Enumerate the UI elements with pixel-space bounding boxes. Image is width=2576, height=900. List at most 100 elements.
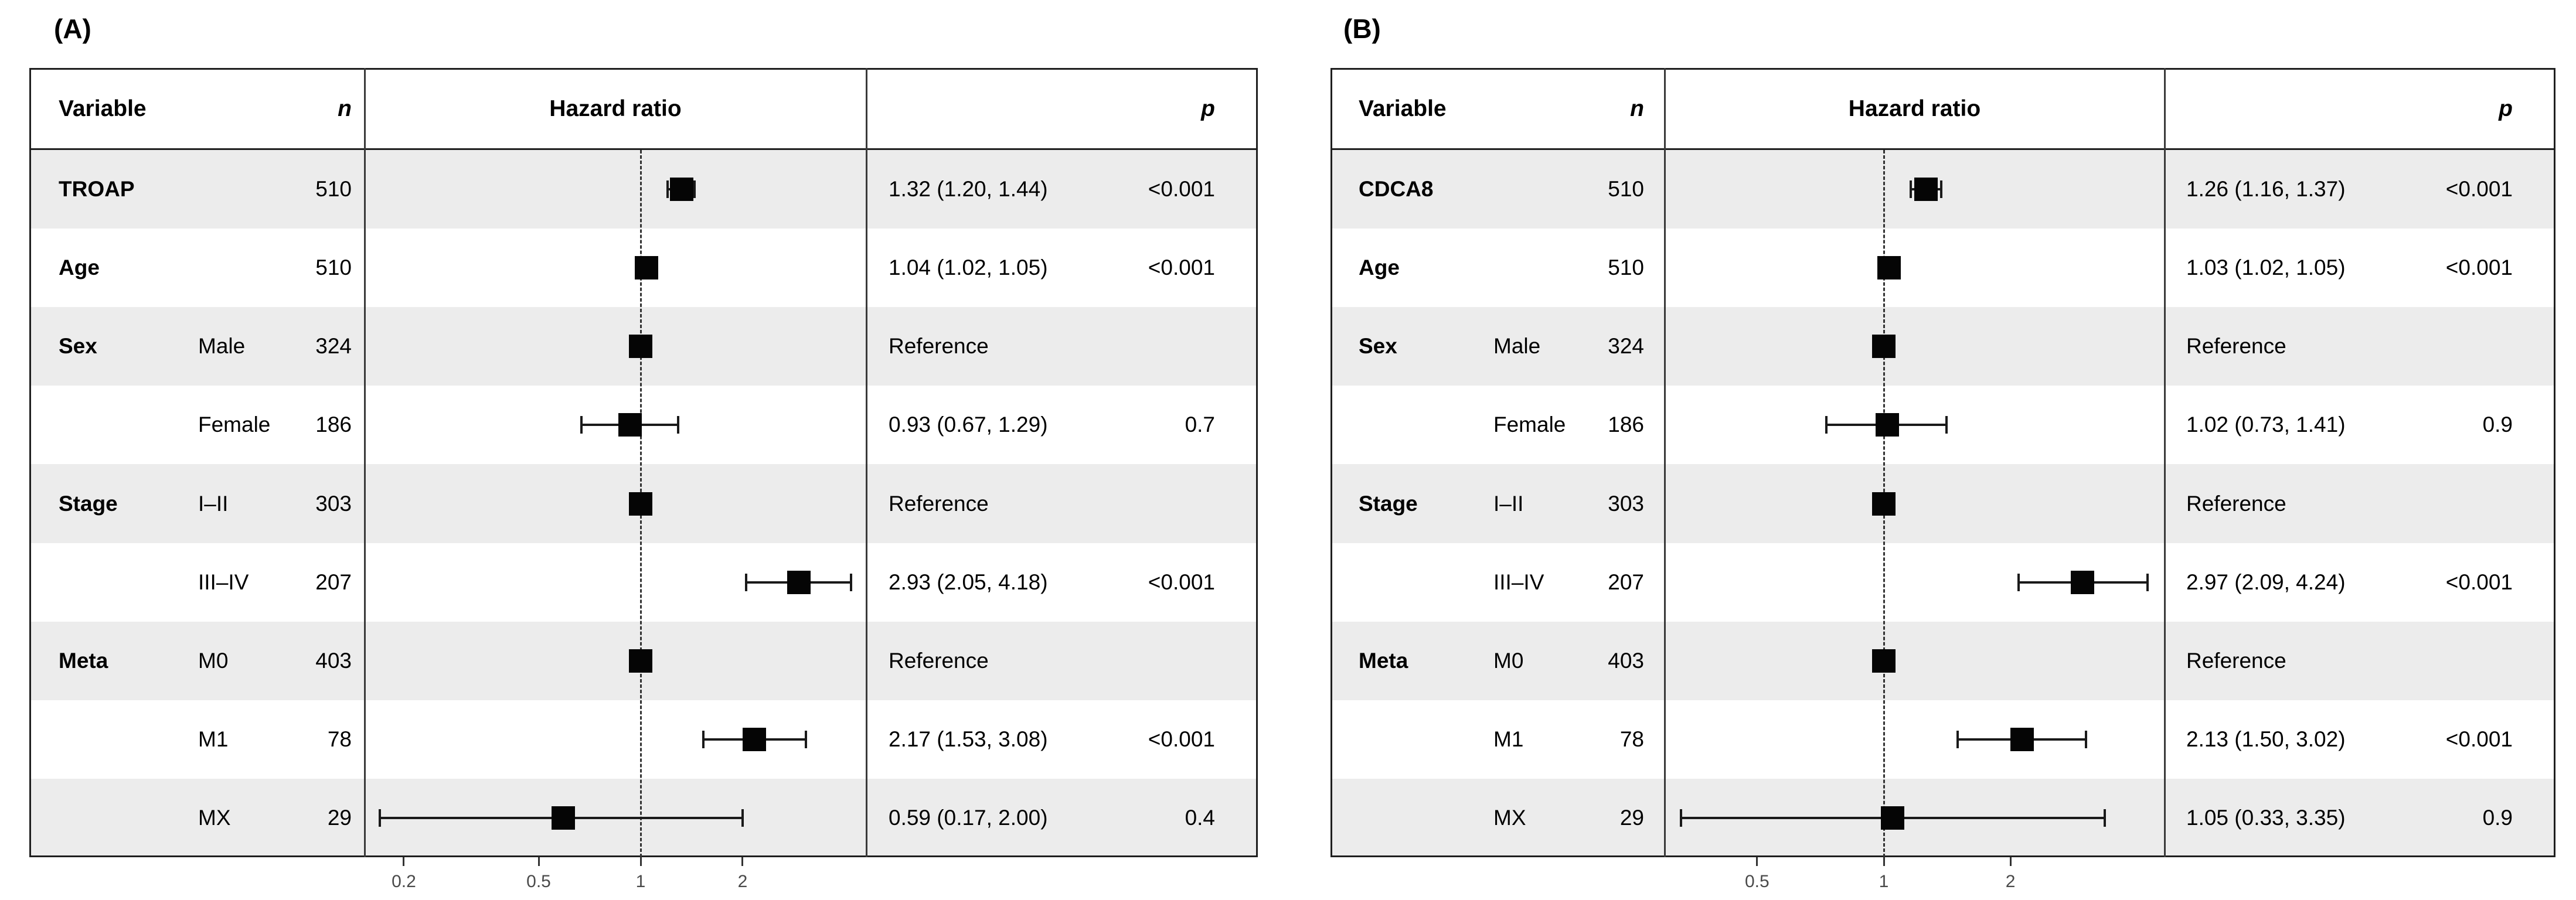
row-p-value: 0.9 <box>2482 412 2513 437</box>
row-n-value: 510 <box>315 177 352 202</box>
row-variable-label: Stage <box>59 491 118 516</box>
row-level-label: III–IV <box>198 570 249 594</box>
row-estimate-text: Reference <box>889 334 989 359</box>
row-estimate-text: 2.93 (2.05, 4.18) <box>889 570 1048 594</box>
ci-cap-right <box>741 809 744 827</box>
row-variable-label: Meta <box>1359 648 1408 673</box>
row-p-value: <0.001 <box>1148 570 1215 594</box>
axis-tick-label: 1 <box>635 872 646 891</box>
row-variable-label: Meta <box>59 648 108 673</box>
panel-b-label: (B) <box>1343 13 1381 44</box>
ci-cap-left <box>745 573 748 591</box>
hr-square-marker <box>618 413 642 437</box>
ci-cap-left <box>702 730 705 748</box>
axis-tick-label: 2 <box>2005 872 2016 891</box>
row-n-value: 186 <box>315 412 352 437</box>
row-level-label: III–IV <box>1493 570 1544 594</box>
axis-tick-label: 1 <box>1879 872 1889 891</box>
axis-tick-mark <box>537 857 540 866</box>
ci-cap-right <box>1940 180 1943 199</box>
row-shade <box>1330 307 2555 386</box>
header-rule <box>29 148 1258 150</box>
row-estimate-text: Reference <box>889 648 989 673</box>
row-level-label: M1 <box>198 727 229 751</box>
row-level-label: MX <box>1493 805 1526 830</box>
row-estimate-text: Reference <box>2186 491 2286 516</box>
row-estimate-text: 2.17 (1.53, 3.08) <box>889 727 1048 751</box>
row-variable-label: Age <box>1359 255 1400 280</box>
row-variable-label: Age <box>59 255 100 280</box>
row-estimate-text: 1.32 (1.20, 1.44) <box>889 177 1048 202</box>
header-variable: Variable <box>1359 96 1447 121</box>
column-separator <box>364 68 366 857</box>
hr-square-marker <box>1877 256 1901 280</box>
row-shade <box>1330 464 2555 543</box>
row-estimate-text: Reference <box>889 491 989 516</box>
row-shade <box>29 150 1258 229</box>
row-n-value: 324 <box>1608 334 1644 359</box>
hr-square-marker <box>629 492 652 516</box>
row-level-label: Female <box>198 412 271 437</box>
ci-cap-left <box>1825 416 1828 434</box>
row-p-value: <0.001 <box>2445 255 2513 280</box>
hr-square-marker <box>629 335 652 359</box>
row-variable-label: CDCA8 <box>1359 177 1434 202</box>
ci-cap-right <box>805 730 808 748</box>
axis-tick-label: 0.5 <box>1745 872 1769 891</box>
hr-square-marker <box>629 649 652 673</box>
row-level-label: M1 <box>1493 727 1524 751</box>
row-p-value: <0.001 <box>1148 177 1215 202</box>
row-p-value: <0.001 <box>2445 570 2513 594</box>
row-estimate-text: 1.02 (0.73, 1.41) <box>2186 412 2346 437</box>
row-n-value: 186 <box>1608 412 1644 437</box>
hr-square-marker <box>1872 649 1896 673</box>
row-level-label: Female <box>1493 412 1566 437</box>
row-n-value: 303 <box>1608 491 1644 516</box>
row-p-value: <0.001 <box>1148 727 1215 751</box>
hr-square-marker <box>669 178 693 202</box>
row-n-value: 324 <box>315 334 352 359</box>
row-p-value: <0.001 <box>1148 255 1215 280</box>
ci-cap-right <box>2146 573 2149 591</box>
axis-tick-label: 0.5 <box>526 872 551 891</box>
hr-square-marker <box>1872 492 1896 516</box>
column-separator <box>1664 68 1666 857</box>
row-estimate-text: 2.13 (1.50, 3.02) <box>2186 727 2346 751</box>
row-n-value: 303 <box>315 491 352 516</box>
row-n-value: 29 <box>327 805 352 830</box>
axis-tick-mark <box>2009 857 2012 866</box>
row-n-value: 403 <box>1608 648 1644 673</box>
ci-cap-left <box>666 180 669 199</box>
row-variable-label: Sex <box>1359 334 1397 359</box>
row-n-value: 78 <box>1619 727 1644 751</box>
axis-tick-label: 0.2 <box>392 872 416 891</box>
row-estimate-text: 2.97 (2.09, 4.24) <box>2186 570 2346 594</box>
table-border <box>29 68 1258 857</box>
row-n-value: 403 <box>315 648 352 673</box>
row-estimate-text: 0.59 (0.17, 2.00) <box>889 805 1048 830</box>
row-n-value: 207 <box>315 570 352 594</box>
header-p: p <box>1201 96 1215 121</box>
row-n-value: 78 <box>327 727 352 751</box>
row-p-value: <0.001 <box>2445 727 2513 751</box>
row-estimate-text: 1.26 (1.16, 1.37) <box>2186 177 2346 202</box>
hr-square-marker <box>1872 335 1896 359</box>
row-shade <box>1330 150 2555 229</box>
header-variable: Variable <box>59 96 147 121</box>
row-level-label: M0 <box>198 648 229 673</box>
column-separator <box>2164 68 2166 857</box>
hr-square-marker <box>1914 178 1938 202</box>
row-estimate-text: Reference <box>2186 648 2286 673</box>
panel-a-label: (A) <box>54 13 91 44</box>
ci-cap-left <box>379 809 382 827</box>
ci-cap-left <box>1956 730 1959 748</box>
hr-square-marker <box>551 806 575 830</box>
row-n-value: 510 <box>1608 177 1644 202</box>
ci-cap-right <box>693 180 696 199</box>
ci-cap-right <box>2084 730 2087 748</box>
row-variable-label: Stage <box>1359 491 1418 516</box>
ci-cap-right <box>1945 416 1948 434</box>
row-variable-label: TROAP <box>59 177 135 202</box>
hr-square-marker <box>1881 806 1905 830</box>
row-n-value: 207 <box>1608 570 1644 594</box>
